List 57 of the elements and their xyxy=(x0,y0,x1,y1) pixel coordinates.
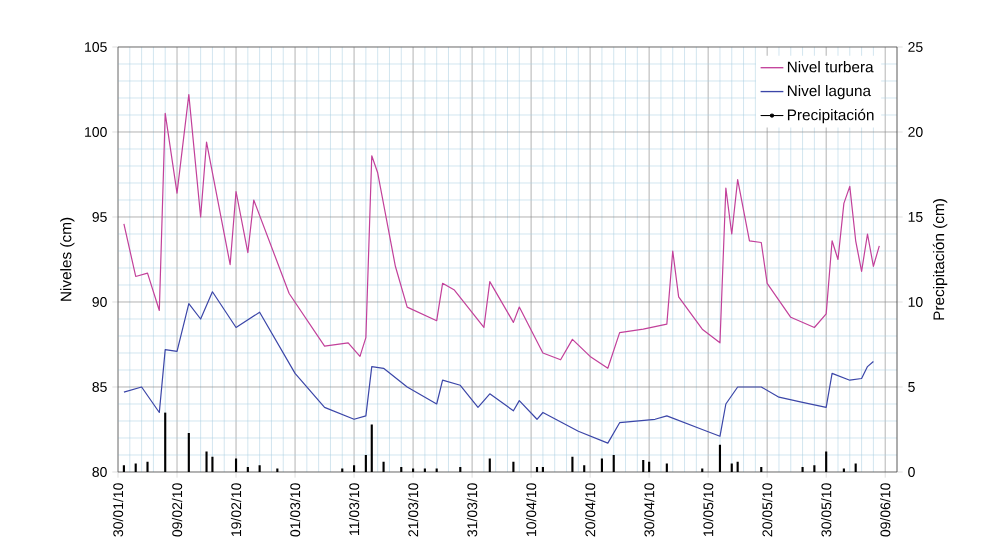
y-tick-label: 90 xyxy=(92,297,107,307)
bar xyxy=(258,465,261,472)
x-tick-label: 30/04/10 xyxy=(644,483,655,537)
y2-tick-label: 15 xyxy=(908,212,923,222)
bar xyxy=(583,465,586,472)
bar xyxy=(736,461,739,472)
bar xyxy=(122,465,125,472)
bar xyxy=(612,454,615,472)
x-tick-label: 09/06/10 xyxy=(880,483,891,537)
x-tick-label: 10/04/10 xyxy=(525,483,537,537)
x-tick-label: 30/05/10 xyxy=(821,483,832,537)
y2-tick-label: 20 xyxy=(908,127,923,137)
legend-label: Nivel laguna xyxy=(787,84,872,100)
y2-tick-label: 10 xyxy=(908,297,923,307)
bar xyxy=(187,432,190,472)
bar xyxy=(825,451,828,472)
bar xyxy=(246,466,249,472)
legend-label: Nivel turbera xyxy=(787,61,874,73)
y2-axis-title: Precipitación (cm) xyxy=(932,199,948,320)
bar xyxy=(854,463,857,472)
legend-label: Precipitación xyxy=(787,108,874,124)
y-tick-label: 85 xyxy=(92,382,107,392)
bar xyxy=(760,466,763,472)
y-axis-title: Niveles (cm) xyxy=(60,217,75,301)
x-tick-label: 31/03/10 xyxy=(466,483,478,537)
bar xyxy=(648,461,651,472)
bar xyxy=(535,466,539,472)
x-tick-label: 20/04/10 xyxy=(584,483,596,537)
bar xyxy=(211,456,214,472)
bar xyxy=(665,463,668,472)
y-tick-label: 80 xyxy=(92,467,107,477)
y2-tick-label: 25 xyxy=(908,42,923,52)
bar xyxy=(600,458,603,472)
x-tick-label: 11/03/10 xyxy=(348,483,360,535)
x-tick-label: 30/01/10 xyxy=(112,483,124,537)
bar xyxy=(571,456,574,472)
bar xyxy=(134,463,137,472)
y-tick-label: 100 xyxy=(85,127,107,137)
y2-tick-label: 5 xyxy=(908,382,915,392)
y2-tick-label: 0 xyxy=(908,467,915,477)
bar xyxy=(234,458,238,472)
x-tick-label: 19/02/10 xyxy=(230,483,242,537)
bar xyxy=(164,412,167,472)
x-tick-label: 09/02/10 xyxy=(171,483,183,537)
x-tick-label: 01/03/10 xyxy=(289,483,301,537)
x-tick-label: 21/03/10 xyxy=(407,483,419,537)
x-tick-label: 10/05/10 xyxy=(703,483,714,537)
y-tick-label: 95 xyxy=(92,212,107,222)
bar xyxy=(813,465,816,472)
bar xyxy=(730,463,733,472)
bar xyxy=(718,444,722,472)
bar xyxy=(146,461,149,472)
bar xyxy=(642,460,645,472)
bar xyxy=(801,466,804,472)
bar xyxy=(205,451,208,472)
y-tick-label: 105 xyxy=(85,42,107,52)
x-tick-label: 20/05/10 xyxy=(762,483,773,537)
